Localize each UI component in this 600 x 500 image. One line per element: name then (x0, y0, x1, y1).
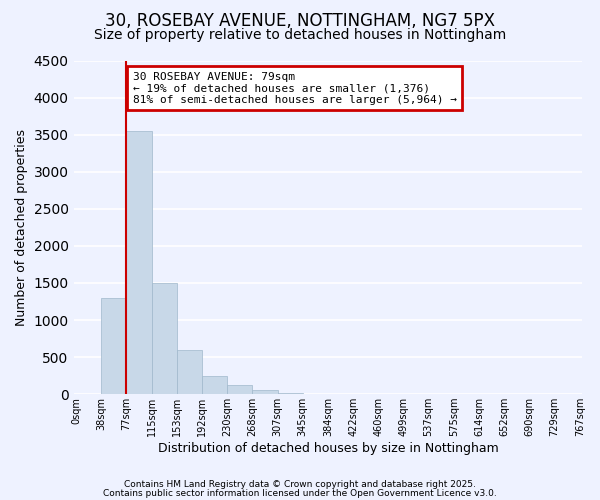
Text: Contains HM Land Registry data © Crown copyright and database right 2025.: Contains HM Land Registry data © Crown c… (124, 480, 476, 489)
Text: Contains public sector information licensed under the Open Government Licence v3: Contains public sector information licen… (103, 488, 497, 498)
Y-axis label: Number of detached properties: Number of detached properties (15, 129, 28, 326)
Bar (101, 298, 127, 394)
Text: 30 ROSEBAY AVENUE: 79sqm
← 19% of detached houses are smaller (1,376)
81% of sem: 30 ROSEBAY AVENUE: 79sqm ← 19% of detach… (133, 72, 457, 105)
Text: 30, ROSEBAY AVENUE, NOTTINGHAM, NG7 5PX: 30, ROSEBAY AVENUE, NOTTINGHAM, NG7 5PX (105, 12, 495, 30)
Bar (152, 283, 177, 394)
Text: Size of property relative to detached houses in Nottingham: Size of property relative to detached ho… (94, 28, 506, 42)
Bar (202, 376, 227, 394)
Bar (253, 390, 278, 394)
X-axis label: Distribution of detached houses by size in Nottingham: Distribution of detached houses by size … (158, 442, 498, 455)
Bar (278, 393, 303, 394)
Bar (127, 131, 152, 394)
Bar (177, 350, 202, 394)
Bar (227, 386, 253, 394)
